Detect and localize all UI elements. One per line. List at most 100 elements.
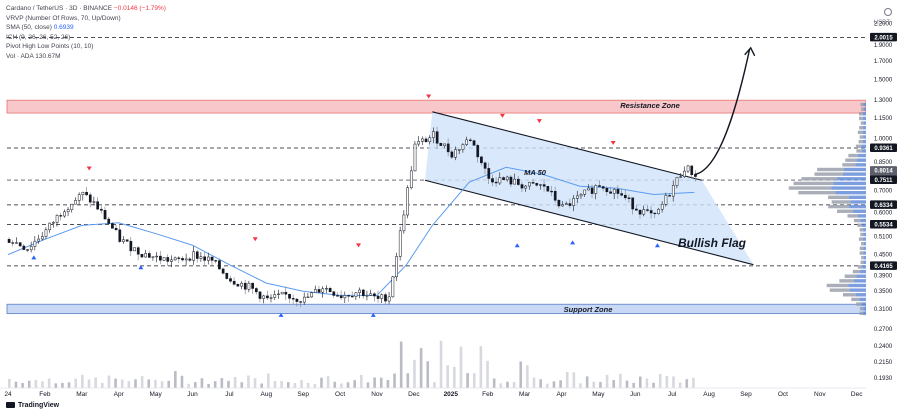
ma50-line [7, 166, 695, 296]
candle-body [243, 282, 247, 290]
profile-bar [831, 200, 851, 204]
volume-bar [81, 374, 84, 388]
candle-body [203, 256, 207, 261]
pivot-low-marker [138, 265, 144, 270]
candle-body [26, 249, 29, 251]
y-tick-label: 0.3900 [874, 273, 893, 279]
candle-body [664, 195, 668, 205]
price-label-text: 2.0015 [874, 35, 893, 41]
profile-bar [861, 149, 866, 153]
candle-body [395, 256, 398, 278]
candle-body [262, 295, 266, 299]
candle-body [657, 209, 660, 214]
profile-bar [855, 293, 866, 297]
volume-bar [692, 377, 695, 388]
candle-body [542, 184, 546, 187]
candle-body [446, 143, 450, 153]
x-tick-label: Dec [851, 391, 863, 398]
candle-body [598, 185, 601, 187]
pivots-layer [31, 94, 660, 317]
volume-bar [672, 376, 675, 388]
candle-body [476, 145, 480, 158]
legend-ichimoku[interactable]: ICH (9, 26, 26, 52, 26) [6, 33, 71, 41]
candle-body [494, 181, 498, 184]
candles-layer [7, 126, 697, 308]
x-tick-label: Feb [39, 391, 51, 398]
volume-bar [506, 381, 509, 388]
pivot-low-marker [654, 243, 660, 248]
profile-bar [835, 190, 866, 195]
price-change: −0.0146 (−1.79%) [113, 5, 166, 12]
candle-body [472, 140, 476, 146]
candle-body [384, 294, 387, 302]
support-zone-label: Support Zone [564, 305, 613, 314]
profile-bar [845, 158, 857, 162]
settings-icon[interactable] [884, 8, 892, 16]
volume-bar [625, 380, 629, 388]
pivot-low-marker [514, 243, 520, 248]
volume-profile-layer [788, 102, 866, 316]
volume-bar [466, 373, 469, 388]
volume-bar [27, 380, 31, 388]
legend-volume[interactable]: Vol · ADA 130.67M [6, 52, 166, 62]
legend-vrvp[interactable]: VRVP (Number Of Rows, 70, Up/Down) [6, 14, 121, 22]
volume-bar [579, 383, 582, 388]
volume-bar [346, 382, 350, 388]
profile-bar [828, 204, 850, 209]
profile-bar [852, 209, 866, 213]
profile-bar [859, 306, 864, 311]
volume-bar [240, 382, 244, 388]
profile-bar [793, 181, 834, 186]
volume-bar [41, 381, 44, 388]
candle-body [638, 209, 642, 215]
profile-bar [850, 200, 866, 204]
candle-body [498, 177, 502, 184]
y-tick-label: 0.3100 [874, 307, 893, 313]
candle-body [509, 176, 513, 185]
x-tick-label: Oct [335, 391, 345, 398]
profile-bar [861, 242, 864, 246]
x-tick-label: Apr [556, 391, 567, 398]
profile-bar [856, 274, 866, 278]
candle-body [129, 240, 133, 252]
volume-bar [592, 381, 596, 388]
candle-body [601, 186, 605, 189]
candle-body [284, 291, 288, 295]
volume-bar [406, 373, 410, 388]
candle-body [679, 176, 683, 178]
candle-body [380, 294, 384, 299]
legend-pivots[interactable]: Pivot High Low Points (10, 10) [6, 43, 94, 51]
candle-body [192, 251, 195, 261]
candle-body [29, 246, 33, 251]
candle-body [686, 165, 690, 172]
x-tick-label: Mar [76, 391, 88, 398]
candle-body [288, 293, 291, 299]
profile-bar [858, 112, 863, 116]
candle-body [184, 258, 188, 261]
volume-bar [87, 379, 91, 388]
profile-bar [859, 246, 864, 251]
volume-bar [147, 379, 151, 388]
candle-body [590, 187, 594, 194]
candle-body [642, 209, 646, 215]
profile-bar [860, 269, 866, 274]
ma-layer [7, 166, 695, 296]
pivot-high-marker [356, 243, 362, 248]
volume-bar [247, 375, 250, 388]
candle-body [568, 203, 572, 206]
tradingview-icon [6, 402, 15, 409]
volume-bar [605, 374, 609, 388]
legend-sma[interactable]: SMA (50, close) 0.6939 [6, 23, 166, 33]
volume-bar [47, 378, 51, 388]
profile-bar [863, 107, 866, 111]
profile-bar [863, 311, 866, 316]
volume-bar [227, 380, 230, 388]
price-label-box [870, 32, 897, 42]
profile-bar [859, 251, 864, 255]
candle-body [432, 131, 435, 138]
candle-body [155, 255, 159, 258]
volume-bar [100, 382, 104, 388]
projection-layer [694, 46, 756, 176]
profile-bar [842, 293, 856, 297]
